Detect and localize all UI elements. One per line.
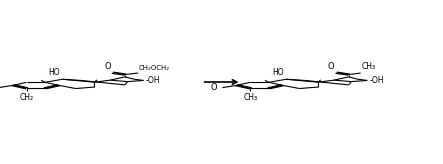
Text: O: O: [328, 62, 334, 71]
Text: O: O: [210, 83, 217, 92]
Text: HO: HO: [49, 68, 60, 77]
Text: CH₃: CH₃: [243, 93, 257, 102]
Text: CH₂OCH₂: CH₂OCH₂: [139, 65, 170, 71]
Text: -OH: -OH: [146, 76, 160, 85]
Text: CH₃: CH₃: [361, 62, 376, 71]
Text: HO: HO: [272, 68, 284, 77]
Text: CH₂: CH₂: [19, 93, 34, 102]
Text: -OH: -OH: [369, 76, 384, 85]
Text: O: O: [104, 62, 111, 71]
